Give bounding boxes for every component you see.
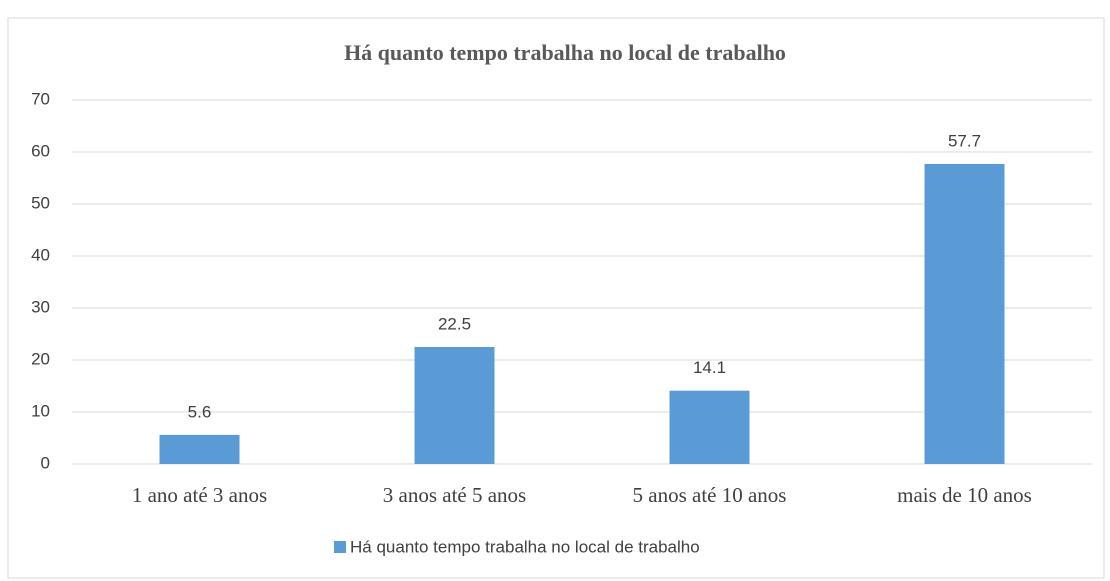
data-label: 57.7 bbox=[948, 131, 981, 150]
y-tick-label: 70 bbox=[31, 89, 50, 108]
y-tick-label: 50 bbox=[31, 193, 50, 212]
bar bbox=[414, 347, 495, 464]
bar bbox=[924, 163, 1005, 464]
y-tick-label: 20 bbox=[31, 349, 50, 368]
legend-swatch bbox=[334, 541, 346, 553]
bar bbox=[669, 390, 750, 464]
x-tick-label: 1 ano até 3 anos bbox=[132, 483, 267, 507]
chart-border bbox=[7, 17, 1105, 579]
legend-label: Há quanto tempo trabalha no local de tra… bbox=[350, 537, 700, 556]
data-label: 22.5 bbox=[438, 314, 471, 333]
bar bbox=[159, 434, 240, 464]
y-tick-label: 10 bbox=[31, 401, 50, 420]
data-label: 14.1 bbox=[693, 358, 726, 377]
y-tick-label: 30 bbox=[31, 297, 50, 316]
y-tick-label: 60 bbox=[31, 141, 50, 160]
x-tick-label: 3 anos até 5 anos bbox=[383, 483, 526, 507]
y-tick-label: 0 bbox=[41, 453, 50, 472]
data-label: 5.6 bbox=[188, 402, 212, 421]
x-tick-label: mais de 10 anos bbox=[897, 483, 1032, 507]
y-tick-label: 40 bbox=[31, 245, 50, 264]
chart-title: Há quanto tempo trabalha no local de tra… bbox=[344, 40, 786, 65]
x-tick-label: 5 anos até 10 anos bbox=[633, 483, 787, 507]
